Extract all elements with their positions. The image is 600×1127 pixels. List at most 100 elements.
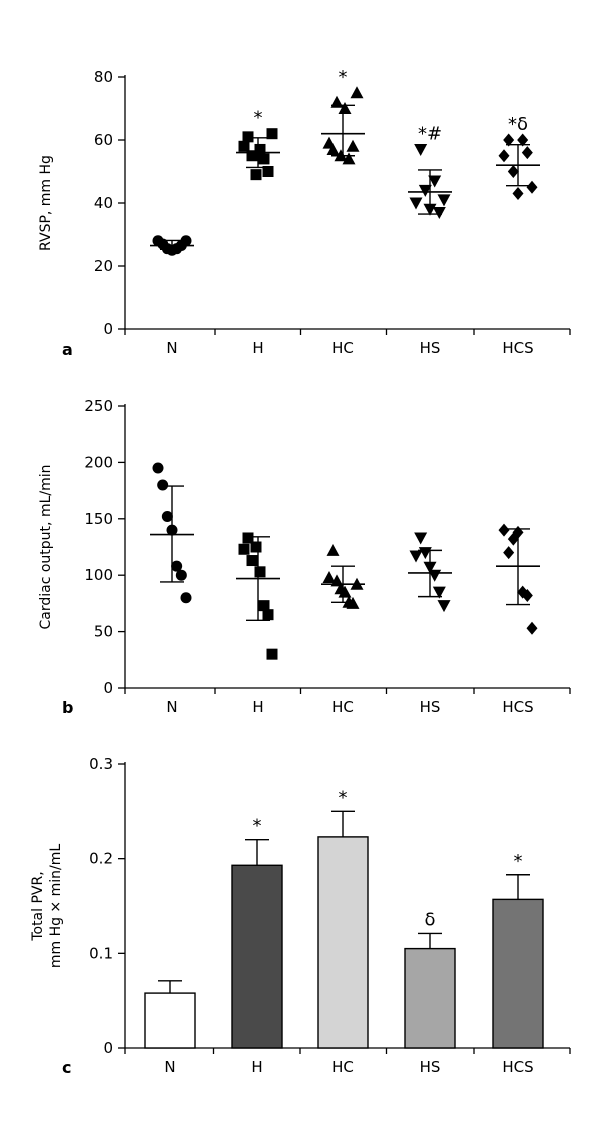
y-tick-label: 50 xyxy=(94,623,113,641)
x-tick-label: HC xyxy=(332,698,354,716)
data-point xyxy=(526,180,538,194)
y-axis-title-line1: Total PVR, xyxy=(30,871,46,941)
data-point xyxy=(512,187,524,201)
x-tick-label: HC xyxy=(332,339,354,357)
x-tick-label: HCS xyxy=(502,698,533,716)
x-tick-label: H xyxy=(251,1058,262,1076)
data-point xyxy=(152,462,164,474)
data-point xyxy=(322,570,336,583)
data-point xyxy=(437,600,451,613)
bar xyxy=(317,836,369,1049)
y-tick-label: 20 xyxy=(94,257,113,275)
x-tick-label: N xyxy=(164,1058,175,1076)
significance-mark: * xyxy=(514,851,523,872)
data-point xyxy=(180,592,192,604)
rvsp-panel: 0 20 40 60 80 N H HC HS HCS a RVSP, mm Hg * * *# *δ xyxy=(38,67,571,359)
data-point xyxy=(238,140,250,152)
y-tick-label: 0 xyxy=(103,320,113,338)
bar xyxy=(404,947,456,1049)
data-point xyxy=(350,86,364,99)
bar xyxy=(492,898,544,1049)
data-point xyxy=(258,153,270,165)
data-point xyxy=(414,532,428,545)
data-point xyxy=(258,600,270,612)
data-point xyxy=(175,569,187,581)
x-tick-label: N xyxy=(166,698,177,716)
y-tick-label: 150 xyxy=(84,510,113,528)
data-point xyxy=(262,609,274,621)
bar xyxy=(144,992,196,1049)
y-tick-label: 0.1 xyxy=(89,944,113,962)
significance-mark: * xyxy=(253,816,262,837)
x-tick-label: HS xyxy=(420,339,441,357)
data-point xyxy=(266,128,278,140)
y-tick-label: 60 xyxy=(94,131,113,149)
y-axis-title: Cardiac output, mL/min xyxy=(38,465,54,630)
data-point xyxy=(521,589,533,603)
significance-mark: * xyxy=(339,67,348,88)
y-tick-label: 40 xyxy=(94,194,113,212)
data-point xyxy=(414,143,428,156)
data-point xyxy=(342,152,356,165)
data-point xyxy=(418,184,432,197)
data-point xyxy=(250,169,262,181)
y-axis-title-line2: mm Hg × min/mL xyxy=(48,844,64,969)
significance-mark: *δ xyxy=(508,114,528,135)
data-point xyxy=(180,235,192,247)
data-point xyxy=(266,648,278,660)
x-tick-label: N xyxy=(166,339,177,357)
data-point xyxy=(161,511,173,523)
data-point xyxy=(498,523,510,537)
significance-mark: *# xyxy=(418,123,442,144)
data-point xyxy=(507,165,519,178)
data-point xyxy=(338,585,352,598)
data-point xyxy=(346,139,360,152)
data-point xyxy=(432,206,446,219)
significance-mark: * xyxy=(339,787,348,808)
data-point xyxy=(238,543,250,555)
data-point xyxy=(254,143,266,155)
data-point xyxy=(338,102,352,114)
data-point xyxy=(254,566,266,578)
data-point xyxy=(242,131,254,143)
data-point xyxy=(157,479,169,491)
x-tick-label: HC xyxy=(332,1058,354,1076)
x-tick-label: HCS xyxy=(502,339,533,357)
x-tick-label: H xyxy=(252,698,263,716)
x-tick-label: HS xyxy=(420,698,441,716)
data-point xyxy=(326,543,340,556)
data-point xyxy=(250,541,262,553)
data-point xyxy=(428,175,442,188)
panel-letter: a xyxy=(62,340,73,359)
data-point xyxy=(498,149,510,163)
data-point xyxy=(171,560,183,572)
data-point xyxy=(526,621,538,635)
y-tick-label: 0.3 xyxy=(89,755,113,773)
panel-letter: b xyxy=(62,698,73,717)
significance-mark: δ xyxy=(424,909,435,930)
y-tick-label: 0 xyxy=(103,1039,113,1057)
x-tick-label: HCS xyxy=(502,1058,533,1076)
data-point xyxy=(437,194,451,207)
data-point xyxy=(326,142,340,155)
data-point xyxy=(503,546,515,560)
data-point xyxy=(262,166,274,177)
data-point xyxy=(503,133,515,147)
data-point xyxy=(521,146,533,160)
y-tick-label: 80 xyxy=(94,68,113,86)
significance-mark: * xyxy=(254,108,263,129)
total-pvr-panel: 0 0.1 0.2 0.3 N H HC HS HCS c Total PVR, mm Hg × mi… xyxy=(30,755,571,1077)
data-point xyxy=(517,133,529,147)
x-tick-label: HS xyxy=(420,1058,441,1076)
bar xyxy=(231,864,283,1049)
x-tick-label: H xyxy=(252,339,263,357)
data-point xyxy=(246,150,258,162)
y-tick-label: 250 xyxy=(84,397,113,415)
data-point xyxy=(432,586,446,599)
cardiac-output-panel: 0 50 100 150 200 250 N H HC HS HCS b Cardiac output,… xyxy=(38,397,571,717)
panel-letter: c xyxy=(62,1058,71,1077)
y-tick-label: 200 xyxy=(84,453,113,471)
y-axis-title: RVSP, mm Hg xyxy=(38,155,54,251)
data-point xyxy=(242,532,254,544)
